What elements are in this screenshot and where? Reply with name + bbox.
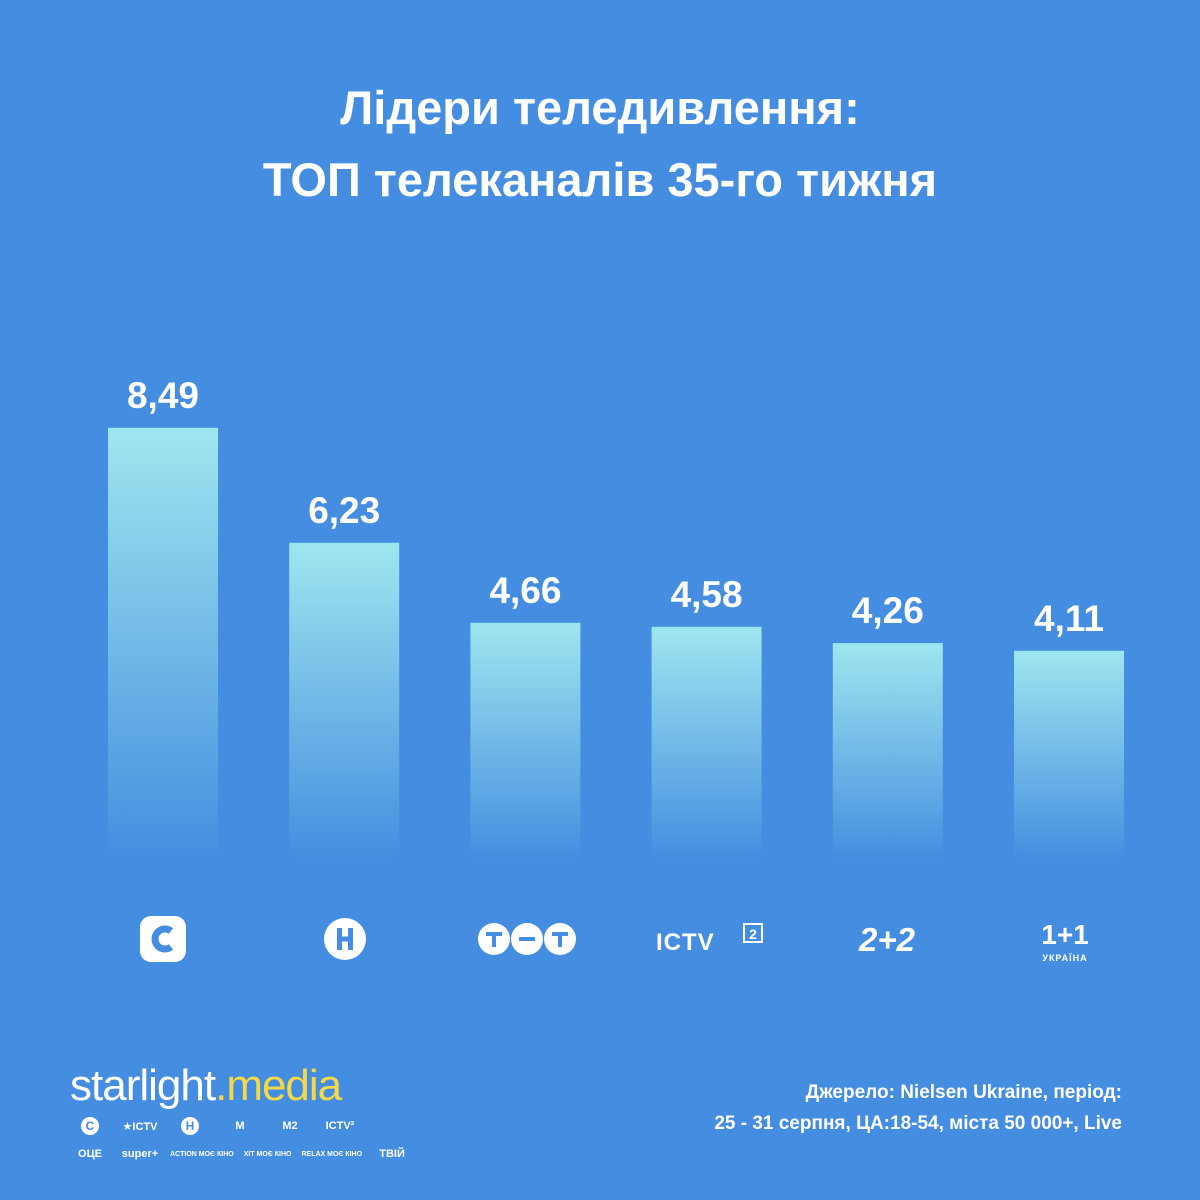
bar-4 <box>651 626 762 860</box>
bar-5 <box>832 643 943 860</box>
mini-channel-logo: ★ICTV <box>122 1120 158 1133</box>
bar-3 <box>470 622 581 860</box>
svg-text:2: 2 <box>749 926 757 942</box>
mini-channel-logo: Н <box>170 1116 210 1136</box>
mini-channel-logo: ХІТ МОЄ КІНО <box>243 1150 292 1158</box>
bar-value-label-1: 8,49 <box>127 375 199 416</box>
bar-value-label-6: 4,11 <box>1034 598 1104 639</box>
svg-text:УКРАЇНА: УКРАЇНА <box>1042 953 1087 963</box>
mini-channel-logo: M <box>235 1120 245 1132</box>
source-line-2: 25 - 31 серпня, ЦА:18-54, міста 50 000+,… <box>714 1113 1122 1134</box>
bar-6 <box>1014 650 1124 860</box>
novyi-kanal-logo-icon <box>320 912 370 966</box>
bar-value-label-5: 4,26 <box>852 590 924 631</box>
stb-logo-icon <box>138 912 188 966</box>
title-line-1: Лідери теледивлення: <box>340 81 860 134</box>
mini-channel-logo: M2 <box>282 1120 298 1132</box>
svg-text:2+2: 2+2 <box>858 921 916 958</box>
source-note: Джерело: Nielsen Ukraine, період: 25 - 3… <box>714 1077 1122 1139</box>
starlight-media-logo: starlight.media <box>70 1061 342 1110</box>
brand-channels-row-2: ОЦЕ super+ ACTION МОЄ КІНО ХІТ МОЄ КІНО … <box>70 1144 412 1164</box>
bar-value-label-3: 4,66 <box>489 570 561 611</box>
brand-channels-row-1: С ★ICTV Н M M2 ICTV² <box>70 1116 360 1136</box>
mini-channel-logo: ACTION МОЄ КІНО <box>170 1150 234 1158</box>
mini-channel-logo: С <box>70 1116 110 1136</box>
mini-channel-logo: RELAX МОЄ КІНО <box>301 1150 363 1158</box>
mini-channel-logo: ТВІЙ <box>379 1148 405 1160</box>
title-line-2: ТОП телеканалів 35-го тижня <box>262 153 938 206</box>
brand-part-2: media <box>226 1061 342 1110</box>
bar-2 <box>289 542 400 860</box>
brand-dot: . <box>215 1061 227 1110</box>
chart-title: Лідери теледивлення: ТОП телеканалів 35-… <box>0 72 1200 216</box>
svg-text:ICTV: ICTV <box>656 929 715 956</box>
mini-channel-logo: ОЦЕ <box>78 1148 102 1160</box>
ictv2-logo-icon: ICTV 2 <box>655 912 767 966</box>
2plus2-logo-icon: 2+2 <box>845 912 929 966</box>
bar-value-label-4: 4,58 <box>671 574 743 615</box>
bar-value-label-2: 6,23 <box>308 490 380 531</box>
bar-1 <box>108 427 218 860</box>
mini-channel-logo: ICTV² <box>325 1120 355 1132</box>
brand-part-1: starlight <box>70 1061 216 1110</box>
tet-logo-icon <box>475 912 579 966</box>
svg-text:1+1: 1+1 <box>1041 919 1089 950</box>
bar-chart: 8,49 6,23 4,66 4,58 4,26 4,11 <box>108 375 1124 860</box>
source-line-1: Джерело: Nielsen Ukraine, період: <box>805 1082 1122 1103</box>
mini-channel-logo: super+ <box>121 1148 159 1160</box>
1plus1-ukraina-logo-icon: 1+1 УКРАЇНА <box>1030 916 1100 970</box>
